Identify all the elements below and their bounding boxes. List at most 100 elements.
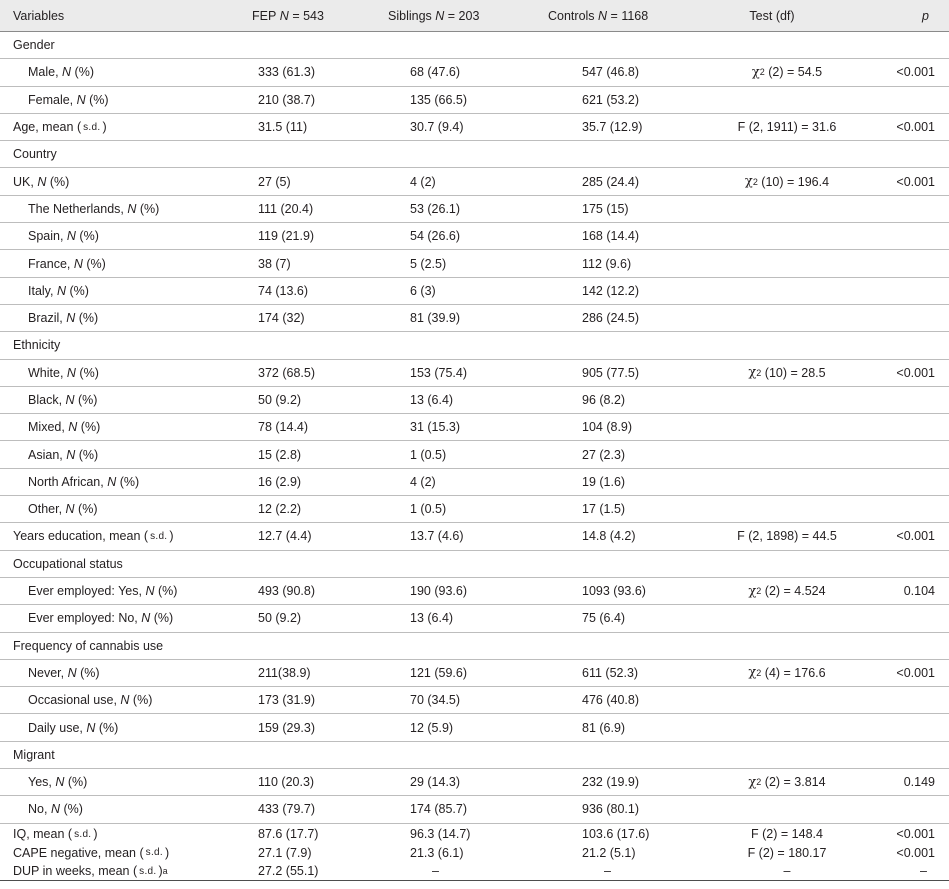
p-value: 0.104 (903, 584, 935, 599)
variable-label: Daily use, N (%) (28, 720, 119, 735)
siblings-value: 96.3 (14.7) (410, 827, 471, 842)
stat-label: N (%) (67, 665, 100, 680)
p-value: <0.001 (896, 365, 935, 380)
header-test: Test (df) (749, 8, 795, 23)
variable-label: The Netherlands, N (%) (28, 201, 160, 216)
stat-label: s.d. (145, 847, 163, 859)
variable-label: Brazil, N (%) (28, 311, 99, 326)
stat-label: N (%) (66, 229, 99, 244)
siblings-value: 12 (5.9) (410, 720, 454, 735)
fep-value: 27.1 (7.9) (258, 845, 312, 860)
table-row: Years education, mean (s.d.) 12.7 (4.4) 13… (0, 523, 949, 551)
table-row: Male, N (%) 333 (61.3) 68 (47.6) 547 (46.8)… (0, 59, 949, 87)
table-row: Never, N (%) 211(38.9) 121 (59.6) 611 (52.3… (0, 660, 949, 688)
stat-label: N (%) (66, 311, 99, 326)
stat-label: N (%) (62, 65, 94, 80)
test-value: F (2) = 180.17 (747, 845, 827, 860)
stat-label: N (%) (86, 720, 119, 735)
controls-value: 476 (40.8) (582, 693, 639, 708)
controls-value: 547 (46.8) (582, 65, 639, 80)
p-value: <0.001 (896, 65, 935, 80)
table-row: Ever employed: No, N (%) 50 (9.2) 13 (6.4)… (0, 605, 949, 633)
p-value: <0.001 (896, 529, 935, 544)
siblings-value: 1 (0.5) (410, 502, 447, 517)
variable-label: Age, mean (s.d.) (13, 120, 107, 135)
controls-value: 611 (52.3) (582, 665, 639, 680)
controls-value: 1093 (93.6) (582, 584, 646, 599)
test-value: F (2, 1911) = 31.6 (737, 120, 837, 135)
stat-label: N (%) (145, 584, 178, 599)
stat-label: N (%) (56, 283, 89, 298)
fep-value: 173 (31.9) (258, 693, 315, 708)
stat-label: N (%) (76, 92, 109, 107)
controls-value: 621 (53.2) (582, 92, 639, 107)
table-row: Italy, N (%) 74 (13.6) 6 (3) 142 (12.2) (0, 278, 949, 305)
table-body: Gender Male, N (%) 333 (61.3) 68 (47.6) 547 … (0, 32, 949, 881)
table-row: Mixed, N (%) 78 (14.4) 31 (15.3) 104 (8.9) (0, 414, 949, 442)
variable-label: Yes, N (%) (28, 775, 88, 790)
siblings-value: 21.3 (6.1) (410, 845, 464, 860)
siblings-value: – (432, 864, 439, 879)
table-row: Spain, N (%) 119 (21.9) 54 (26.6) 168 (14.4… (0, 223, 949, 251)
variable-label: White, N (%) (28, 365, 99, 380)
variable-label: Never, N (%) (28, 665, 100, 680)
test-value: F (2, 1898) = 44.5 (737, 529, 837, 544)
header-fep: FEP N = 543 (252, 8, 324, 23)
fep-value: 50 (9.2) (258, 611, 302, 626)
table-row: Yes, N (%) 110 (20.3) 29 (14.3) 232 (19.9) χ… (0, 769, 949, 797)
stat-label: N (%) (55, 775, 88, 790)
stat-label: N (%) (66, 365, 99, 380)
siblings-value: 135 (66.5) (410, 92, 467, 107)
siblings-value: 30.7 (9.4) (410, 120, 464, 135)
fep-value: 12.7 (4.4) (258, 529, 312, 544)
table-row: Ever employed: Yes, N (%) 493 (90.8) 190 (… (0, 578, 949, 606)
section-row: Gender (0, 32, 949, 60)
table-row: White, N (%) 372 (68.5) 153 (75.4) 905 (77.… (0, 360, 949, 387)
variable-label: Black, N (%) (28, 393, 98, 407)
section-row: Ethnicity (0, 332, 949, 360)
siblings-value: 13.7 (4.6) (410, 529, 464, 544)
variable-label: Ever employed: Yes, N (%) (28, 584, 178, 599)
variable-label: Occasional use, N (%) (28, 693, 153, 708)
controls-value: 96 (8.2) (582, 393, 626, 407)
table-row: The Netherlands, N (%) 111 (20.4) 53 (26.1… (0, 196, 949, 224)
siblings-value: 54 (26.6) (410, 229, 461, 244)
variable-label: Asian, N (%) (28, 447, 99, 462)
fep-value: 493 (90.8) (258, 584, 315, 599)
section-row: Migrant (0, 742, 949, 770)
variable-label: France, N (%) (28, 256, 106, 271)
p-value: <0.001 (896, 120, 935, 135)
variable-label: Mixed, N (%) (28, 420, 101, 435)
fep-value: 38 (7) (258, 256, 291, 271)
controls-value: 75 (6.4) (582, 611, 626, 626)
controls-value: 27 (2.3) (582, 447, 626, 462)
stat-label: N (%) (107, 474, 140, 489)
variable-label: Female, N (%) (28, 92, 109, 107)
fep-value: 211(38.9) (258, 665, 311, 680)
siblings-value: 6 (3) (410, 283, 436, 298)
variable-label: UK, N (%) (13, 174, 70, 189)
table-header-row: Variables FEP N = 543 Siblings N = 203 C… (0, 0, 949, 32)
stat-label: N (%) (127, 201, 160, 216)
siblings-value: 190 (93.6) (410, 584, 467, 599)
variable-label: North African, N (%) (28, 474, 140, 489)
stat-label: s.d. (83, 121, 101, 133)
stat-label: s.d. (150, 530, 168, 542)
p-value: – (920, 864, 927, 879)
stat-label: s.d. (74, 828, 92, 840)
fep-value: 27.2 (55.1) (258, 864, 319, 879)
table-row: Age, mean (s.d.) 31.5 (11) 30.7 (9.4) 35.7 … (0, 114, 949, 142)
fep-value: 78 (14.4) (258, 420, 309, 435)
variable-label: Ever employed: No, N (%) (28, 611, 174, 626)
stat-label: N (%) (66, 447, 99, 462)
header-controls: Controls N = 1168 (548, 8, 649, 23)
variable-label: Years education, mean (s.d.) (13, 529, 174, 544)
siblings-value: 31 (15.3) (410, 420, 461, 435)
siblings-value: 4 (2) (410, 174, 436, 189)
fep-value: 12 (2.2) (258, 502, 302, 517)
fep-value: 159 (29.3) (258, 720, 315, 735)
